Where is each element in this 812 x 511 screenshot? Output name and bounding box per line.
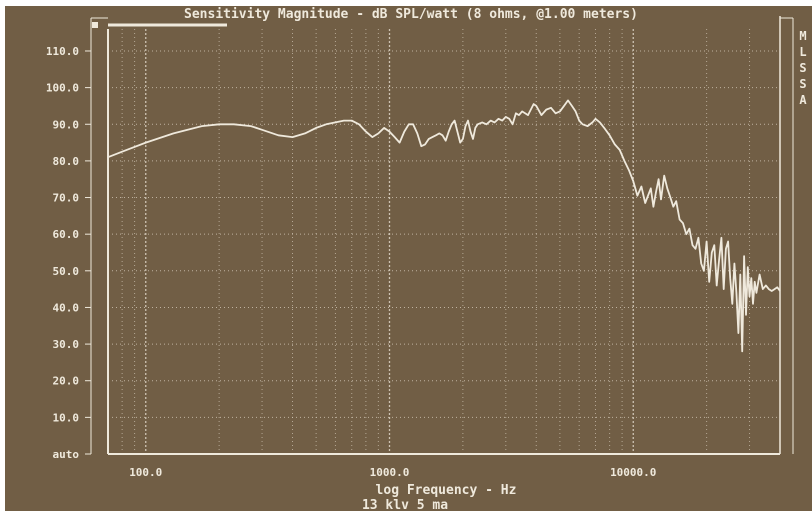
y-tick-label: 110.0 [46,45,79,58]
side-label: L [799,45,806,59]
x-tick-labels: 100.0 1000.0 10000.0 [129,466,656,479]
top-left-marker [92,22,98,28]
y-tick-label: 30.0 [53,338,80,351]
y-tick-label: 80.0 [53,155,80,168]
chart-svg: 110.0 100.0 90.0 80.0 70.0 60.0 50.0 40.0 30.0 20… [46,7,808,511]
sensitivity-series-line [107,99,781,353]
side-label: S [799,61,806,75]
side-label: S [799,77,806,91]
side-label: M [799,29,806,43]
y-tick-label: 40.0 [53,301,80,314]
y-tick-label: 100.0 [46,82,79,95]
x-tick-label: 1000.0 [370,466,410,479]
x-axis-label: log Frequency - Hz [376,483,517,498]
y-tick-label: 60.0 [53,228,80,241]
series-layer [107,99,781,353]
y-tick-label: 20.0 [53,375,80,388]
grid-layer [107,29,781,454]
y-tick-label: 90.0 [53,118,80,131]
y-tick-label: 50.0 [53,265,80,278]
x-tick-label: 100.0 [129,466,162,479]
chart-title: Sensitivity Magnitude - dB SPL/watt (8 o… [184,7,638,22]
y-tick-label: 10.0 [53,411,80,424]
x-tick-label: 10000.0 [610,466,656,479]
y-tick-label: auto [53,448,80,461]
y-tick-labels: 110.0 100.0 90.0 80.0 70.0 60.0 50.0 40.0 30.0 20… [46,45,91,461]
x-axis-sublabel: 13 klv 5 ma [362,498,448,511]
chart-window: 110.0 100.0 90.0 80.0 70.0 60.0 50.0 40.0 30.0 20… [5,6,812,511]
axes-layer [90,16,794,455]
side-label: A [799,93,807,107]
y-tick-label: 70.0 [53,192,80,205]
